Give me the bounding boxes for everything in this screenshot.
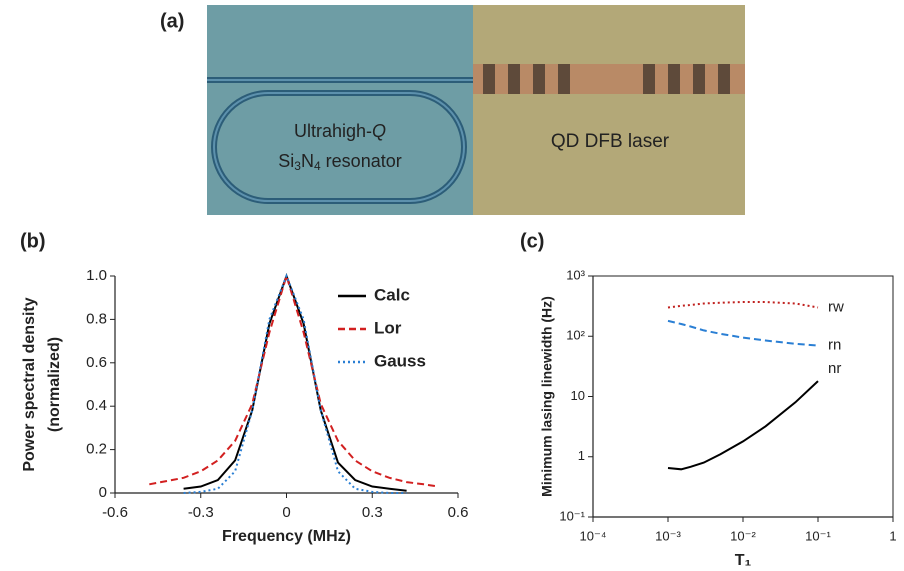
- legend-label: Gauss: [374, 351, 426, 370]
- y-tick-label: 10²: [566, 328, 585, 343]
- y-tick-label: 1.0: [86, 267, 107, 284]
- plot-frame: [592, 275, 894, 518]
- series-line: [149, 272, 439, 488]
- y-tick-label: 0.4: [86, 397, 107, 414]
- y-tick-label: 1: [578, 448, 585, 463]
- panel-label: (a): [160, 10, 184, 32]
- x-tick-label: 10⁻⁴: [580, 528, 607, 543]
- series-line: [667, 380, 819, 471]
- laser-label: QD DFB laser: [551, 131, 670, 152]
- resonator-label: Ultrahigh-Q: [294, 121, 386, 141]
- y-tick-label: 10³: [566, 267, 585, 282]
- x-axis-label: T₁: [735, 552, 752, 569]
- panel-a: (a) Ultrahigh-Q Si3N4 resonator QD DFB l…: [160, 5, 745, 215]
- series-label: rw: [828, 298, 844, 315]
- plot-frame: [115, 276, 458, 493]
- series-label: nr: [828, 360, 841, 377]
- series-label: rn: [828, 337, 841, 354]
- x-tick-label: 10⁻¹: [805, 528, 831, 543]
- y-tick-label: 10: [571, 388, 585, 403]
- series-line: [667, 301, 819, 309]
- x-tick-label: 10⁻²: [730, 528, 756, 543]
- resonator-chip: [207, 5, 473, 215]
- legend-label: Lor: [374, 318, 402, 337]
- x-tick-label: 0.6: [448, 504, 469, 521]
- x-tick-label: 0: [282, 504, 290, 521]
- y-axis-label: (normalized): [46, 337, 63, 432]
- racetrack-core: [213, 92, 465, 202]
- y-tick-label: 10⁻¹: [559, 508, 585, 523]
- y-tick-label: 0.2: [86, 441, 107, 458]
- x-tick-label: -0.6: [102, 504, 128, 521]
- panel-label: (c): [520, 230, 544, 252]
- y-tick-label: 0: [99, 484, 107, 501]
- y-tick-label: 0.8: [86, 310, 107, 327]
- x-tick-label: 10⁻³: [655, 528, 681, 543]
- x-tick-label: 0.3: [362, 504, 383, 521]
- x-tick-label: -0.3: [188, 504, 214, 521]
- series-line: [183, 273, 407, 492]
- y-axis-label: Minimum lasing linewidth (Hz): [539, 296, 555, 497]
- resonator-label: Si3N4 resonator: [278, 151, 401, 173]
- series-line: [667, 319, 819, 347]
- grating: [483, 64, 730, 94]
- x-tick-label: 1: [889, 528, 896, 543]
- y-axis-label: Power spectral density: [21, 297, 38, 471]
- laser-chip: [473, 5, 745, 215]
- y-tick-label: 0.6: [86, 354, 107, 371]
- legend-label: Calc: [374, 285, 410, 304]
- x-axis-label: Frequency (MHz): [222, 528, 351, 545]
- panel-label: (b): [20, 230, 46, 252]
